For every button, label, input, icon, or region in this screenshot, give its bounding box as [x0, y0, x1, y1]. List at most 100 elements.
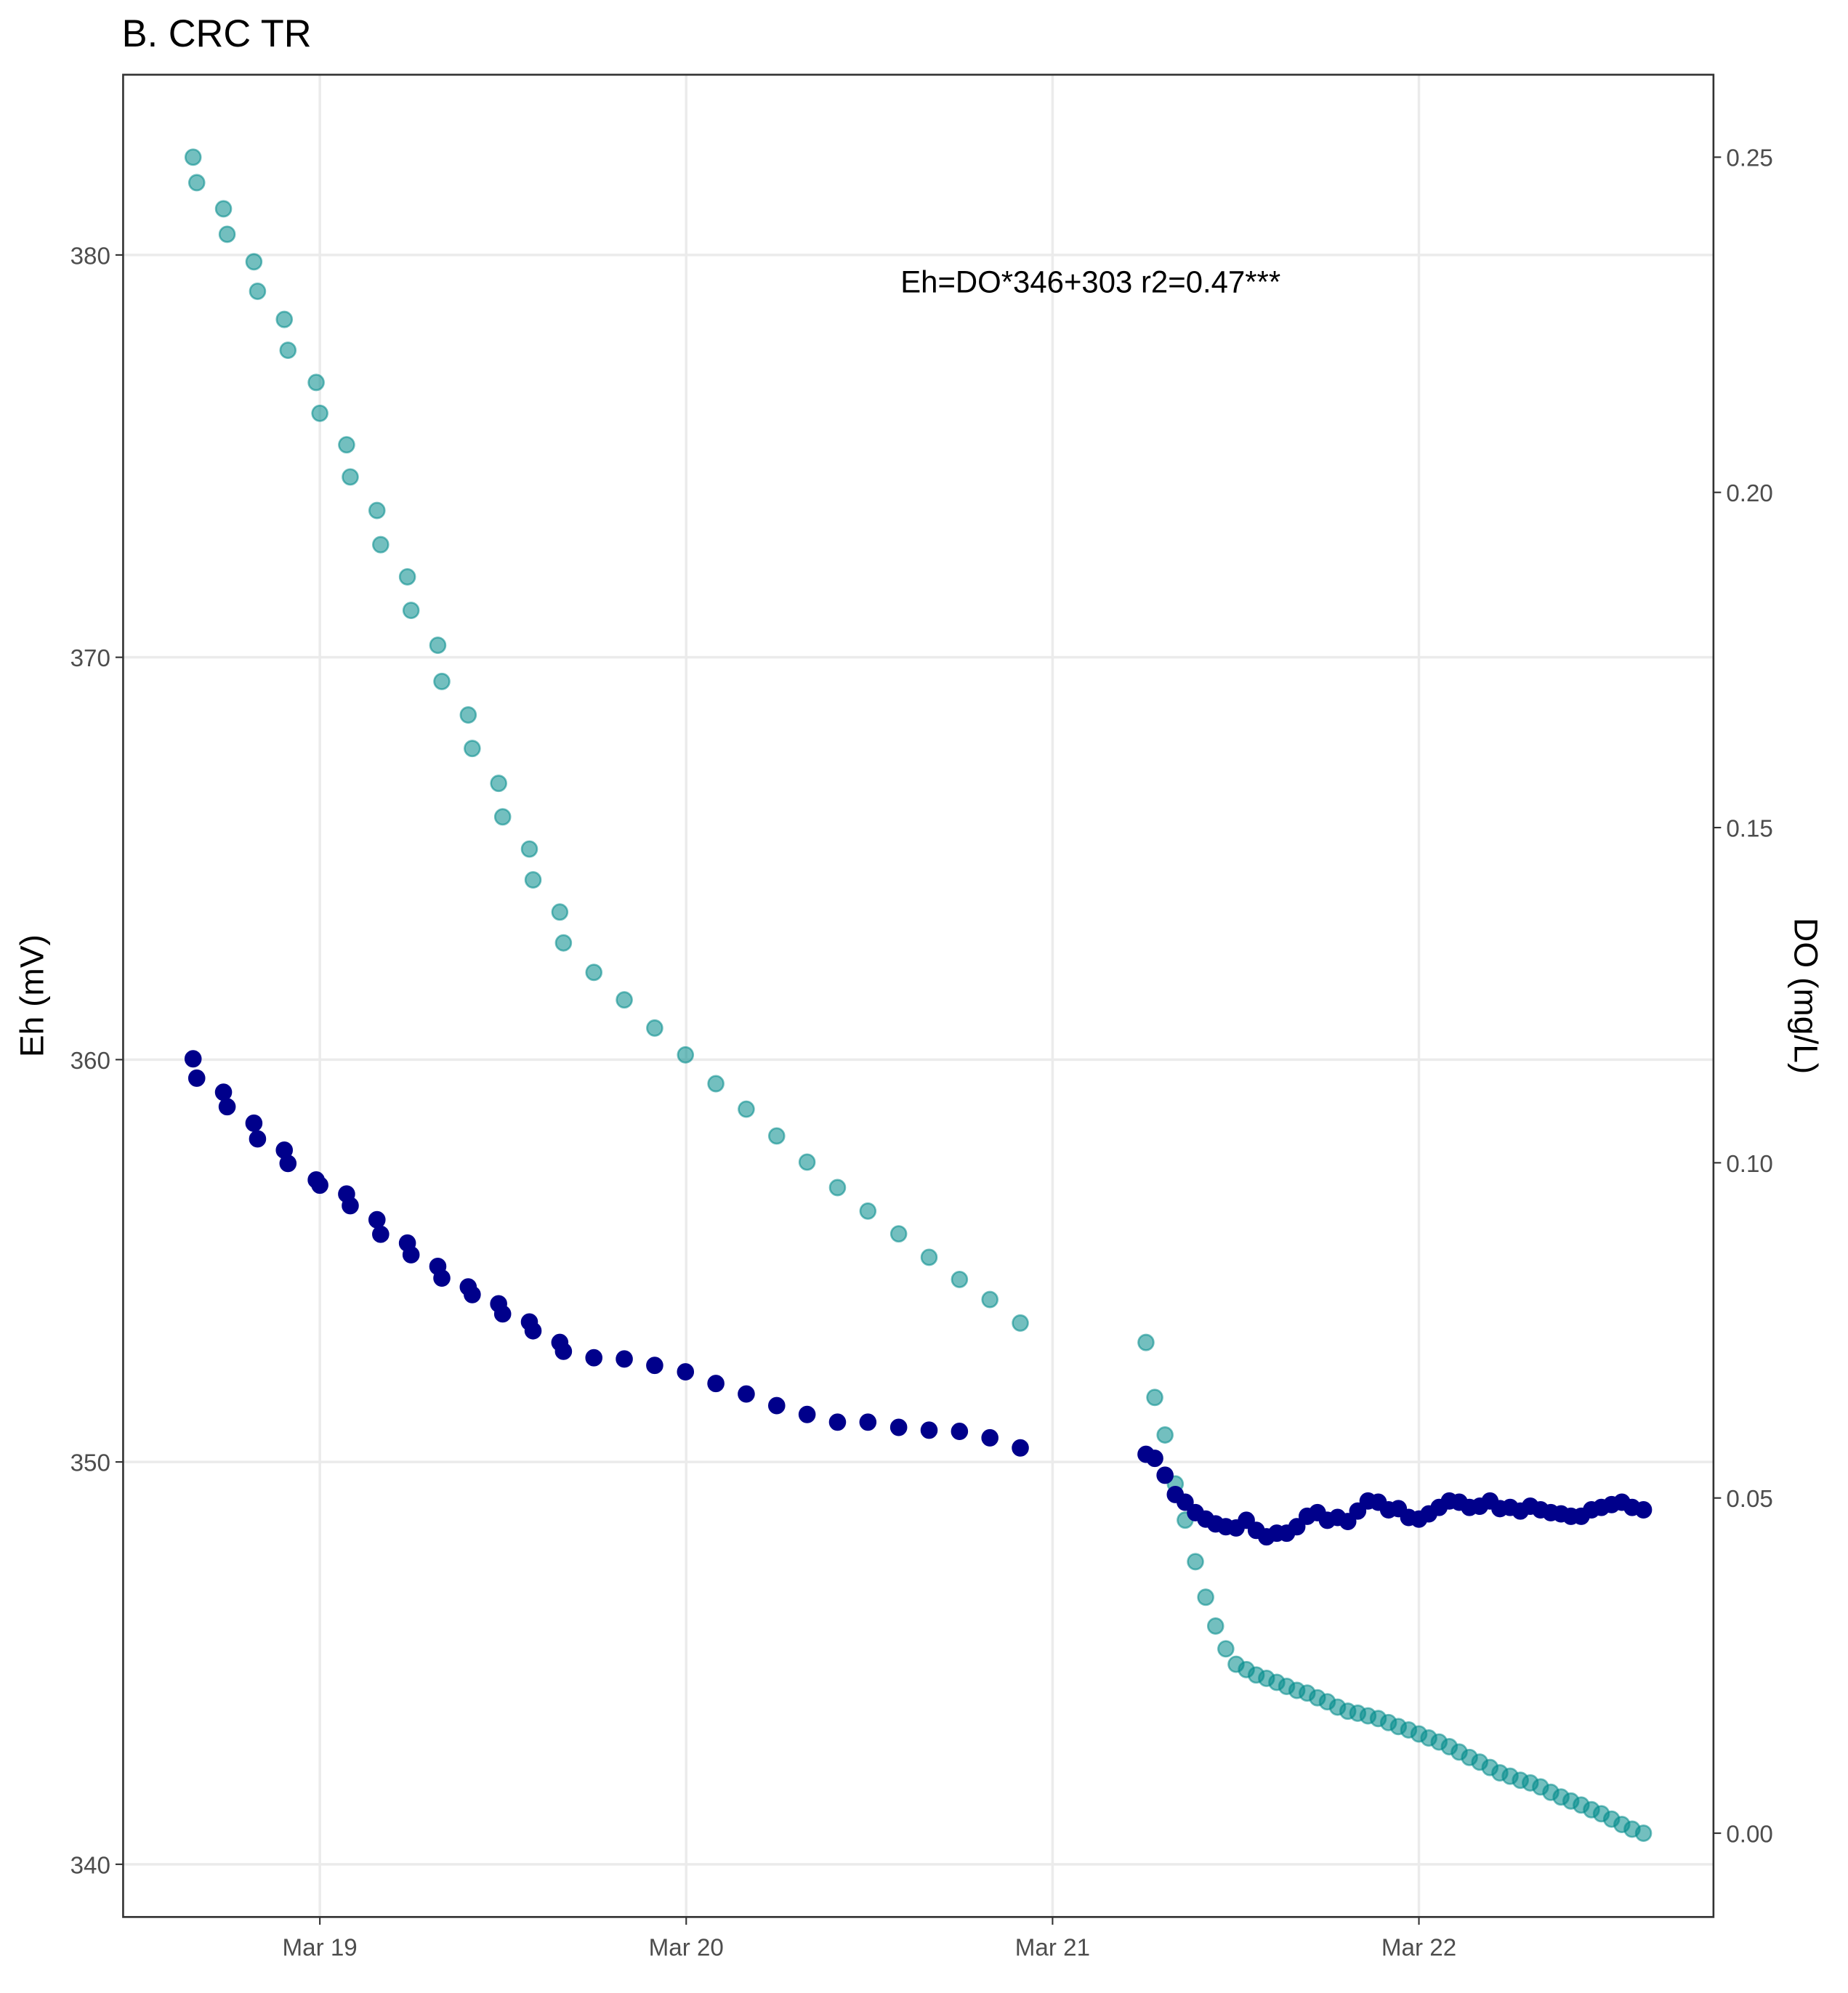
y-axis-title: Eh (mV) [14, 934, 51, 1057]
point [311, 404, 328, 422]
point [585, 963, 603, 982]
y-tick-label: 380 [70, 243, 110, 270]
point [859, 1202, 877, 1220]
point [372, 1225, 390, 1243]
point [889, 1225, 908, 1243]
point [981, 1290, 998, 1309]
point [214, 1083, 233, 1101]
y2-tick-label: 0.15 [1726, 815, 1773, 842]
y-tick-label: 340 [70, 1852, 110, 1879]
point [738, 1385, 755, 1403]
point [402, 602, 420, 620]
point [889, 1418, 908, 1436]
point [493, 1305, 512, 1323]
point [490, 775, 507, 793]
point [616, 991, 633, 1009]
point [859, 1413, 877, 1431]
point [187, 1069, 206, 1087]
point [372, 535, 390, 554]
point [920, 1421, 938, 1439]
point [338, 436, 355, 454]
point [398, 567, 416, 586]
plot-background [123, 74, 1714, 1917]
point [368, 501, 386, 520]
point [768, 1127, 786, 1145]
point [707, 1075, 725, 1093]
point [464, 1285, 481, 1303]
y2-tick-label: 0.00 [1726, 1821, 1773, 1848]
point [1137, 1333, 1155, 1351]
point [554, 1342, 573, 1360]
point [1156, 1426, 1174, 1444]
point [1339, 1513, 1357, 1531]
point [1206, 1617, 1224, 1635]
y2-tick-label: 0.20 [1726, 480, 1773, 507]
point [1146, 1388, 1163, 1407]
x-tick-label: Mar 22 [1381, 1934, 1456, 1961]
point [245, 253, 263, 271]
x-tick-label: Mar 21 [1015, 1934, 1090, 1961]
point [768, 1396, 786, 1415]
point [187, 174, 206, 192]
point [828, 1179, 847, 1197]
point [1634, 1824, 1653, 1843]
plot-border [122, 73, 1715, 1918]
point [1238, 1511, 1255, 1529]
y-tick-label: 370 [70, 645, 110, 672]
point [520, 840, 538, 858]
point [828, 1413, 847, 1431]
point [920, 1248, 938, 1266]
y2-tick-label: 0.25 [1726, 145, 1773, 172]
point [646, 1019, 663, 1037]
point [368, 1210, 386, 1229]
point [677, 1046, 695, 1064]
point [981, 1428, 998, 1447]
point [1288, 1518, 1306, 1536]
point [279, 341, 297, 360]
point [433, 1269, 451, 1287]
point [798, 1153, 816, 1171]
y-tick-label: 350 [70, 1450, 110, 1476]
point [184, 148, 202, 166]
point [433, 672, 451, 690]
y2-tick-label: 0.05 [1726, 1486, 1773, 1513]
point [218, 1098, 236, 1116]
point [798, 1405, 816, 1423]
point [1012, 1314, 1029, 1332]
point [245, 1114, 263, 1132]
y-tick-label: 360 [70, 1048, 110, 1075]
point [1634, 1501, 1653, 1519]
point [524, 1322, 542, 1340]
point [1187, 1553, 1204, 1571]
point [249, 282, 267, 300]
chart-title: B. CRC TR [122, 12, 312, 54]
point [1012, 1439, 1029, 1457]
point [1146, 1450, 1163, 1468]
point [279, 1155, 297, 1173]
point [1156, 1466, 1174, 1484]
point [677, 1363, 695, 1381]
point [342, 1197, 359, 1215]
point [1197, 1588, 1214, 1606]
point [951, 1423, 969, 1440]
point [459, 706, 477, 724]
point [249, 1130, 267, 1148]
point [311, 1176, 328, 1194]
point [1349, 1502, 1367, 1520]
annotation: Eh=DO*346+303 r2=0.47*** [900, 264, 1280, 299]
point [184, 1050, 202, 1068]
point [554, 934, 573, 952]
point [1177, 1493, 1194, 1511]
x-tick-label: Mar 20 [649, 1934, 724, 1961]
point [707, 1375, 725, 1393]
y2-tick-label: 0.10 [1726, 1151, 1773, 1178]
point [342, 468, 359, 486]
point [738, 1100, 755, 1118]
point [464, 740, 481, 758]
x-tick-label: Mar 19 [283, 1934, 358, 1961]
point [1217, 1640, 1235, 1658]
point [646, 1357, 663, 1375]
point [402, 1245, 420, 1264]
